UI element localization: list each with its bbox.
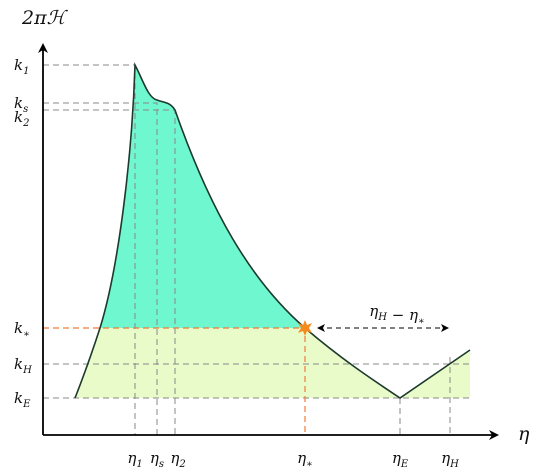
lower-region bbox=[75, 328, 470, 398]
x-label: η1 bbox=[127, 449, 142, 470]
label-base: η bbox=[297, 449, 306, 467]
y-label: k∗ bbox=[14, 319, 30, 340]
label-base: k bbox=[14, 355, 23, 373]
y-label: kE bbox=[14, 389, 31, 410]
x-label: η2 bbox=[170, 449, 185, 470]
label-subscript: ∗ bbox=[23, 329, 30, 340]
label-subscript: 2 bbox=[178, 459, 185, 470]
label-subscript: H bbox=[377, 312, 387, 323]
y-label: k1 bbox=[14, 56, 29, 77]
x-label: η∗ bbox=[297, 449, 313, 470]
y-label: k2 bbox=[14, 108, 29, 129]
star-marker bbox=[298, 320, 312, 336]
label-subscript: s bbox=[159, 459, 164, 470]
label-base: k bbox=[14, 108, 23, 126]
x-label: ηs bbox=[150, 449, 164, 470]
y-axis-label: 2πℋ bbox=[21, 7, 69, 29]
label-subscript: H bbox=[22, 365, 32, 376]
label-subscript: 1 bbox=[136, 459, 142, 470]
label-base: η bbox=[150, 449, 159, 467]
label-base: η bbox=[170, 449, 179, 467]
x-label: ηE bbox=[392, 449, 409, 470]
label-subscript: ∗ bbox=[306, 459, 313, 470]
label-base: η bbox=[369, 302, 378, 320]
label-subscript: ∗ bbox=[418, 316, 425, 327]
label-subscript: H bbox=[449, 459, 459, 470]
label-base: k bbox=[14, 389, 23, 407]
label-base: η bbox=[441, 449, 450, 467]
label-base: k bbox=[14, 319, 23, 337]
label-base: k bbox=[14, 56, 23, 74]
label-subscript: s bbox=[23, 104, 28, 115]
y-label: ks bbox=[14, 94, 28, 115]
label-subscript: E bbox=[22, 399, 31, 410]
y-label: kH bbox=[14, 355, 32, 376]
label-base: k bbox=[14, 94, 23, 112]
gap-annotation: ηH − η∗ bbox=[369, 302, 425, 327]
x-axis-label: η bbox=[518, 423, 530, 445]
label-subscript: 1 bbox=[23, 66, 29, 77]
label-base: η bbox=[392, 449, 401, 467]
label-base: − η bbox=[387, 306, 418, 324]
label-subscript: E bbox=[400, 459, 409, 470]
label-base: η bbox=[127, 449, 136, 467]
x-label: ηH bbox=[441, 449, 459, 470]
label-subscript: 2 bbox=[22, 118, 29, 129]
upper-region bbox=[100, 65, 305, 328]
